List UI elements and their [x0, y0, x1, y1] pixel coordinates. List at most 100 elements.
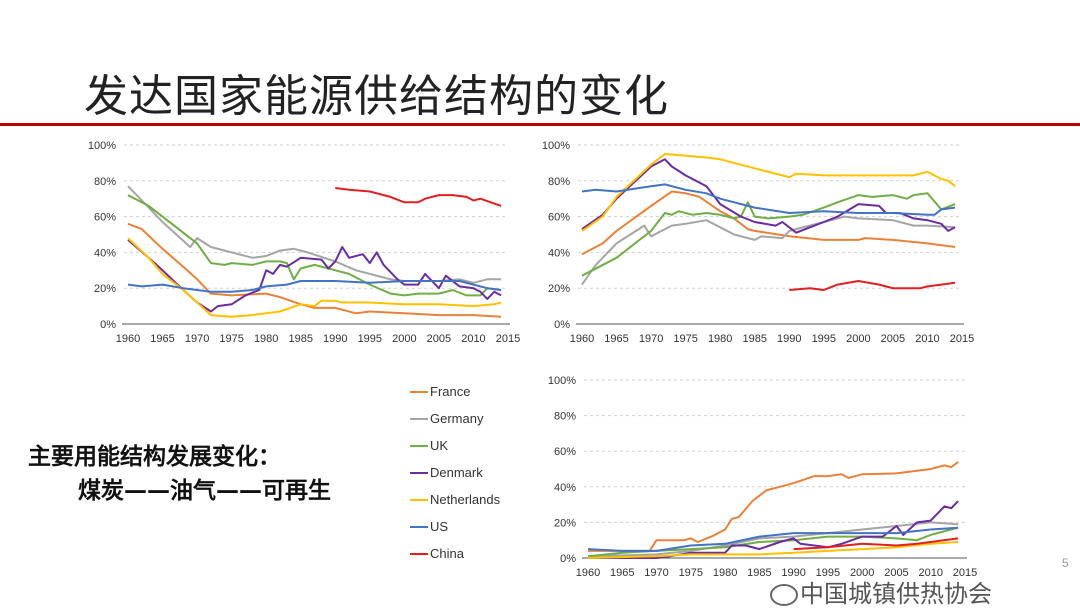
x-tick-label: 2005: [884, 567, 908, 579]
legend-label: Germany: [430, 411, 484, 426]
legend-label: UK: [430, 438, 449, 453]
x-tick-label: 1990: [777, 333, 801, 345]
x-tick-label: 1970: [185, 333, 209, 345]
x-tick-label: 1990: [781, 567, 805, 579]
x-tick-label: 1960: [116, 333, 140, 345]
x-tick-label: 1965: [604, 333, 628, 345]
series-line-france: [581, 190, 956, 256]
x-tick-label: 1960: [570, 333, 594, 345]
legend-label: US: [430, 519, 449, 534]
series-line-uk: [127, 194, 502, 297]
series-line-us: [127, 280, 502, 293]
series-line-china: [789, 280, 956, 291]
series-line-france: [588, 461, 959, 552]
series-line-uk: [581, 192, 956, 277]
y-tick-label: 100%: [548, 375, 576, 387]
x-tick-label: 1980: [254, 333, 278, 345]
y-tick-label: 100%: [88, 140, 116, 152]
legend-swatch: [410, 552, 428, 555]
x-tick-label: 1965: [610, 567, 634, 579]
y-tick-label: 40%: [554, 482, 576, 494]
y-tick-label: 20%: [548, 283, 570, 295]
x-tick-label: 1980: [713, 567, 737, 579]
chart-1: 0% 20% 40% 60% 80% 100% 1960 1965 1970 1975 1980 19…: [88, 140, 520, 345]
series-line-denmark: [588, 500, 959, 559]
x-tick-label: 2005: [427, 333, 451, 345]
x-tick-label: 1975: [673, 333, 697, 345]
legend-item-uk: UK: [410, 432, 500, 459]
x-tick-label: 1985: [288, 333, 312, 345]
chart-2: 0% 20% 40% 60% 80% 100% 1960 1965 1970 1975 1980 19…: [542, 140, 974, 345]
x-tick-label: 1985: [747, 567, 771, 579]
legend-swatch: [410, 444, 428, 447]
legend-swatch: [410, 471, 428, 474]
series-line-germany: [581, 215, 956, 286]
legend-item-germany: Germany: [410, 405, 500, 432]
title-divider: [0, 123, 1080, 126]
series-line-netherlands: [581, 153, 956, 232]
x-tick-label: 2015: [950, 333, 974, 345]
y-tick-label: 0%: [100, 319, 116, 331]
summary-text: 主要用能结构发展变化： 煤炭——油气——可再生: [28, 440, 331, 508]
legend-label: China: [430, 546, 464, 561]
x-tick-label: 2000: [850, 567, 874, 579]
x-tick-label: 1990: [323, 333, 347, 345]
y-tick-label: 100%: [542, 140, 570, 152]
series-line-denmark: [581, 158, 956, 234]
series-line-china: [793, 537, 959, 551]
legend-item-denmark: Denmark: [410, 459, 500, 486]
series-line-germany: [587, 521, 959, 558]
x-tick-label: 2015: [496, 333, 520, 345]
y-tick-label: 60%: [548, 212, 570, 224]
x-tick-label: 1975: [219, 333, 243, 345]
x-tick-label: 1995: [816, 567, 840, 579]
slide-title: 发达国家能源供给结构的变化: [84, 71, 669, 122]
y-tick-label: 80%: [94, 176, 116, 188]
x-tick-label: 2000: [846, 333, 870, 345]
x-tick-label: 1970: [644, 567, 668, 579]
series-line-us: [587, 526, 959, 552]
x-tick-label: 1965: [150, 333, 174, 345]
summary-line-2: 煤炭——油气——可再生: [78, 478, 331, 504]
y-tick-label: 80%: [554, 411, 576, 423]
y-tick-label: 0%: [554, 319, 570, 331]
page-number: 5: [1062, 556, 1069, 570]
y-tick-label: 0%: [560, 553, 576, 565]
x-tick-label: 2000: [392, 333, 416, 345]
y-tick-label: 20%: [94, 283, 116, 295]
x-tick-label: 1970: [639, 333, 663, 345]
x-tick-label: 2005: [881, 333, 905, 345]
x-tick-label: 1960: [576, 567, 600, 579]
legend-label: Netherlands: [430, 492, 501, 507]
y-tick-label: 40%: [548, 247, 570, 259]
legend-swatch: [410, 390, 428, 393]
y-tick-label: 60%: [94, 212, 116, 224]
legend-swatch: [410, 498, 428, 501]
legend-item-us: US: [410, 513, 500, 540]
legend-label: Denmark: [430, 465, 483, 480]
x-tick-label: 1975: [679, 567, 703, 579]
series-line-netherlands: [587, 541, 959, 559]
x-tick-label: 1995: [812, 333, 836, 345]
x-tick-label: 2010: [918, 567, 942, 579]
x-tick-label: 2015: [953, 567, 977, 579]
series-line-us: [581, 183, 956, 216]
legend-swatch: [410, 417, 428, 420]
series-line-netherlands: [127, 237, 502, 318]
y-tick-label: 40%: [94, 247, 116, 259]
series-line-france: [127, 222, 502, 318]
legend-swatch: [410, 525, 428, 528]
summary-line-1: 主要用能结构发展变化：: [28, 444, 281, 470]
legend-item-netherlands: Netherlands: [410, 486, 500, 513]
legend-label: France: [430, 384, 471, 399]
series-line-china: [335, 187, 502, 207]
y-tick-label: 60%: [554, 446, 576, 458]
x-tick-label: 1985: [742, 333, 766, 345]
wechat-icon: [770, 584, 798, 606]
chart-3: 0% 20% 40% 60% 80% 100% 1960 1965 1970 1975 1980 19…: [548, 375, 977, 579]
y-tick-label: 20%: [554, 517, 576, 529]
legend-item-france: France: [410, 378, 500, 405]
x-tick-label: 2010: [461, 333, 485, 345]
x-tick-label: 1980: [708, 333, 732, 345]
